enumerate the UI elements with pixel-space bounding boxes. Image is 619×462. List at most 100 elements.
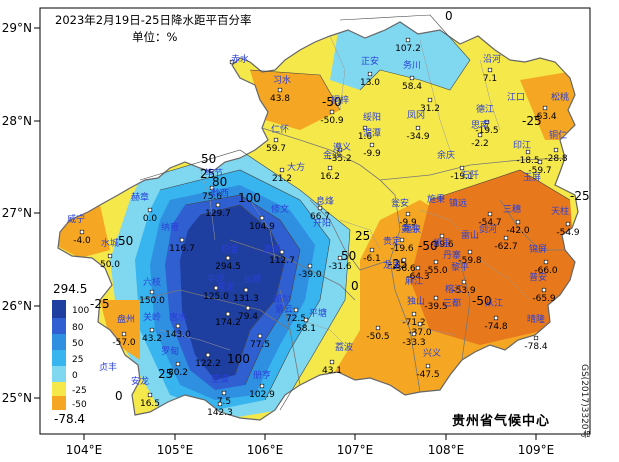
station: -65.9	[532, 287, 556, 304]
station-marker	[399, 237, 405, 243]
station-marker	[327, 165, 333, 171]
station-value: 112.7	[269, 256, 295, 266]
station-value: 102.9	[249, 390, 275, 400]
station-marker	[433, 295, 439, 301]
station: 7.5	[217, 390, 231, 407]
station-marker	[213, 285, 219, 291]
station: -18.5	[516, 149, 540, 166]
station-marker	[329, 359, 335, 365]
station-value: -47.5	[416, 370, 439, 380]
station-value: 31.2	[420, 104, 440, 114]
station: -53.9	[452, 279, 476, 296]
station-name: 雷山	[461, 230, 479, 241]
station-marker	[209, 185, 215, 191]
station-value: -19.1	[450, 172, 473, 182]
station-marker	[542, 105, 548, 111]
station: 21.2	[272, 167, 292, 184]
station-name: 赤水	[231, 53, 249, 65]
station: 116.7	[169, 237, 195, 254]
station: -63.4	[533, 105, 557, 122]
station-name: 沿河	[483, 53, 501, 65]
y-tick-label: 26°N	[2, 299, 32, 313]
y-tick-label: 27°N	[2, 206, 32, 220]
legend-label: 25	[72, 355, 83, 365]
station-value: 122.2	[195, 359, 221, 369]
legend-swatch-25	[52, 350, 66, 366]
station-name: 德江	[476, 103, 494, 115]
station-name: 凤冈	[407, 110, 425, 121]
contour-label: 50	[201, 152, 216, 166]
station-value: 21.2	[272, 174, 292, 184]
station-value: 13.0	[360, 78, 380, 88]
y-tick-label: 28°N	[2, 114, 32, 128]
station-name: 都匀	[273, 293, 291, 305]
credit-label: 贵州省气候中心	[452, 414, 551, 429]
legend-max-label: 294.5	[53, 282, 88, 296]
station: 43.1	[322, 359, 342, 376]
station: -42.0	[506, 219, 530, 236]
station-marker	[337, 255, 343, 261]
station-marker	[367, 71, 373, 77]
station-value: 142.3	[207, 408, 233, 418]
anomaly-fill-layer	[58, 22, 578, 420]
station: -50.9	[320, 109, 344, 126]
station-name: 三都	[443, 298, 461, 309]
contour-label: -50	[418, 239, 438, 253]
station-marker	[175, 323, 181, 329]
station-value: 43.1	[322, 366, 342, 376]
station-value: -50.5	[366, 332, 389, 342]
station-marker	[147, 392, 153, 398]
station-name: 盘州	[117, 313, 135, 325]
station: -36.6	[392, 257, 416, 274]
station-marker	[411, 331, 417, 337]
station: 150.0	[139, 289, 165, 306]
station-marker	[411, 311, 417, 317]
station-name: 三穗	[503, 203, 521, 215]
station-value: -19.5	[475, 126, 498, 136]
station-name: 关岭	[143, 311, 161, 323]
station-value: 129.7	[205, 209, 231, 219]
station: 59.7	[266, 137, 286, 154]
station-value: 58.4	[402, 82, 422, 92]
station-name: 湄潭	[363, 128, 381, 139]
y-tick-label: 25°N	[2, 391, 32, 405]
station-name: 普定	[217, 281, 235, 293]
station: -71.2	[402, 311, 426, 328]
legend-min-label: -78.4	[54, 412, 86, 426]
station-name: 江口	[507, 92, 525, 103]
station-name: 荔波	[335, 341, 353, 353]
station-marker	[279, 249, 285, 255]
station-marker	[537, 159, 543, 165]
station-marker	[259, 215, 265, 221]
station-value: -36.6	[392, 264, 416, 274]
station-value: 80.2	[168, 368, 188, 378]
station-value: -34.9	[406, 132, 430, 142]
station-name: 普安	[529, 271, 547, 283]
x-tick-label: 108°E	[428, 443, 465, 457]
station-value: 107.2	[395, 44, 421, 54]
x-tick-label: 104°E	[66, 443, 103, 457]
station-value: -28.8	[544, 154, 568, 164]
station-name: 晴隆	[527, 313, 545, 325]
station-marker	[225, 255, 231, 261]
station-name: 贵定	[383, 235, 401, 247]
station-value: 66.7	[310, 212, 330, 222]
station-name: 剑河	[479, 223, 497, 235]
station-name: 紫云	[275, 304, 293, 315]
station-value: -37.0	[408, 328, 432, 338]
legend-swatch-80	[52, 318, 66, 334]
station-value: 58.1	[296, 324, 316, 334]
station: 7.1	[483, 67, 497, 84]
station-marker	[337, 147, 343, 153]
station: 58.4	[402, 75, 422, 92]
station-marker	[439, 233, 445, 239]
station: -54.9	[556, 221, 580, 238]
station-value: -59.7	[528, 166, 551, 176]
station-name: 织金	[221, 243, 239, 255]
station-name: 纳雍	[161, 221, 179, 233]
station: -4.0	[73, 229, 91, 246]
station-value: -6.1	[363, 254, 381, 264]
station-value: 16.5	[140, 399, 160, 409]
station-marker	[225, 311, 231, 317]
